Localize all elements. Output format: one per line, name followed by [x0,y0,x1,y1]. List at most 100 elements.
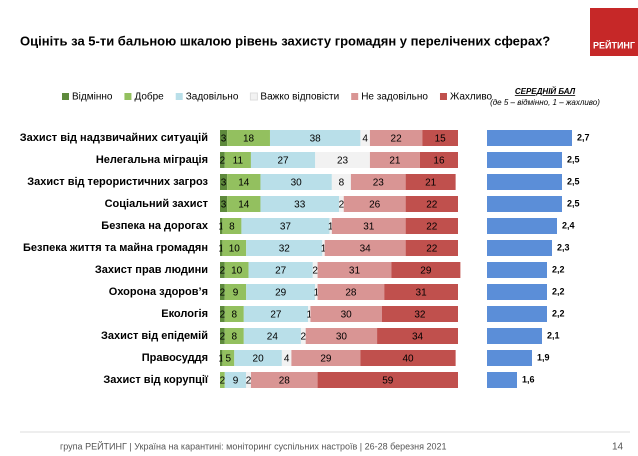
value-label: 2 [301,332,307,343]
bar-segment [331,218,406,234]
bar-segment [224,372,247,388]
value-label: 2 [220,266,226,277]
bar-segment [224,328,244,344]
bar [487,284,547,300]
value-label: 59 [382,376,394,387]
bar-segment [220,240,223,256]
bar-segment [222,350,235,366]
bar-segment [360,130,370,146]
value-label: 27 [270,310,282,321]
bar [487,306,547,322]
bar-segment [248,262,313,278]
bar-segment [317,372,458,388]
bar-segment [339,196,344,212]
value-label: 9 [233,288,239,299]
bar-segment [222,218,242,234]
value-label: 9 [233,376,239,387]
bar-segment [300,328,306,344]
bar-segment [220,284,225,300]
bar-segment [381,306,458,322]
value-label: 34 [412,332,424,343]
bar-segment [269,130,361,146]
bar-segment [220,152,225,168]
category-label: Захист від надзвичайних ситуацій [20,132,208,144]
value-label: 30 [336,332,348,343]
bar-segment [331,174,351,190]
value-label: 14 [238,200,250,211]
bar-segment [405,218,458,234]
legend-swatch [175,93,183,100]
value-label: 4 [284,354,290,365]
bar-segment [324,240,406,256]
value-label: 8 [229,222,235,233]
legend-swatch [249,92,258,101]
bar-segment [227,130,270,146]
bar-segment [227,174,261,190]
value-label: 2,5 [567,176,580,186]
panel-title: СЕРЕДНІЙ БАЛ [515,87,576,96]
bar-segment [329,218,332,234]
bar-segment [224,306,244,322]
value-label: 16 [433,156,445,167]
value-label: 30 [341,310,353,321]
bar-segment [243,328,301,344]
bar-segment [220,196,228,212]
value-label: 1 [321,244,327,255]
bar-segment [220,130,228,146]
bar-segment [384,284,458,300]
bar-segment [224,284,247,300]
value-label: 22 [426,200,438,211]
value-label: 23 [337,156,349,167]
bar [487,328,542,344]
bar-segment [220,218,223,234]
bar [487,372,517,388]
bar-segment [419,152,458,168]
legend-label: Не задовільно [361,92,428,103]
bar [487,152,562,168]
bar-segment [250,372,318,388]
value-label: 1 [218,222,224,233]
legend-label: Жахливо [450,92,493,103]
value-label: 2,4 [562,220,575,230]
category-label: Захист від епідемій [101,330,208,342]
bar-segment [322,240,325,256]
bar-segment [317,284,385,300]
value-label: 2 [246,376,252,387]
legend-label: Добре [134,91,164,103]
value-label: 4 [362,134,368,145]
bar-segment [377,328,458,344]
value-label: 10 [231,266,243,277]
value-label: 1 [314,288,320,299]
value-label: 18 [243,134,255,145]
page-number: 14 [612,442,624,453]
bar-segment [246,284,316,300]
value-label: 1,6 [522,374,535,384]
value-label: 1 [328,222,334,233]
bar [487,262,547,278]
value-label: 40 [402,354,414,365]
bar-segment [310,306,382,322]
value-label: 14 [238,178,250,189]
value-label: 2 [220,288,226,299]
legend-label: Важко відповісти [260,92,339,103]
bar [487,350,532,366]
value-label: 31 [349,266,361,277]
bar [487,218,557,234]
value-label: 28 [345,288,357,299]
bar-segment [224,262,249,278]
value-label: 22 [426,222,438,233]
category-label: Нелегальна міграція [96,154,208,166]
bar-segment [246,372,251,388]
value-label: 31 [363,222,375,233]
panel-subtitle: (де 5 – відмінно, 1 – жахливо) [490,98,600,107]
value-label: 31 [416,288,428,299]
bar-segment [227,196,261,212]
value-label: 20 [253,354,265,365]
value-label: 26 [369,200,381,211]
bar-segment [308,306,311,322]
category-label: Захист від корупції [103,374,209,386]
logo-box [590,8,638,56]
value-label: 2 [220,156,226,167]
value-label: 30 [291,178,303,189]
value-label: 38 [310,134,322,145]
